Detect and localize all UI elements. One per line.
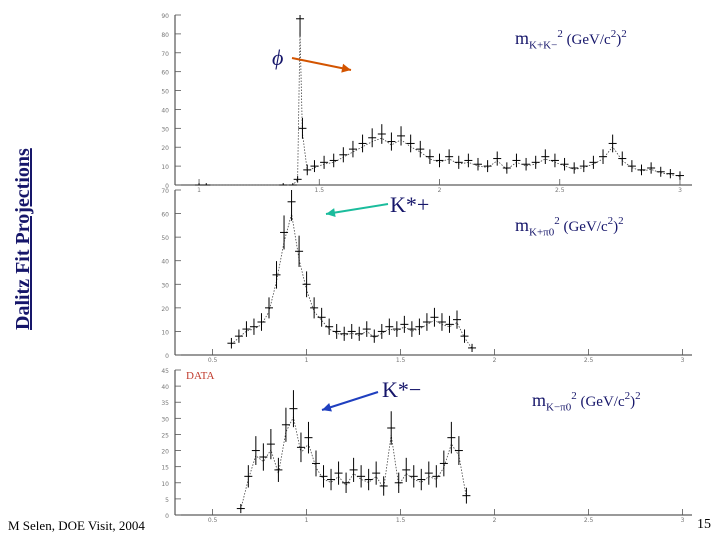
- kstar-plus-arrow-head: [326, 208, 336, 218]
- y-tick-label: 30: [161, 282, 169, 289]
- page-number: 15: [697, 517, 711, 532]
- x-tick-label: 1.5: [396, 517, 406, 524]
- y-tick-label: 0: [165, 513, 169, 520]
- y-tick-label: 70: [161, 51, 169, 58]
- bottom-axis-label: mK−π02 (GeV/c2)2: [532, 390, 641, 414]
- y-tick-label: 60: [161, 212, 169, 219]
- x-tick-label: 0.5: [208, 357, 218, 364]
- top-axis-label: mK+K−2 (GeV/c2)2: [515, 28, 627, 52]
- y-tick-label: 20: [161, 306, 169, 313]
- y-tick-label: 45: [161, 368, 169, 375]
- y-tick-label: 20: [161, 145, 169, 152]
- y-tick-label: 35: [161, 400, 169, 407]
- y-tick-label: 40: [161, 384, 169, 391]
- y-tick-label: 0: [165, 353, 169, 360]
- y-tick-label: 80: [161, 32, 169, 39]
- kstar-plus-arrow: [325, 203, 389, 215]
- y-tick-label: 0: [165, 183, 169, 190]
- y-tick-label: 20: [161, 449, 169, 456]
- x-tick-label: 1.5: [315, 187, 325, 194]
- y-tick-label: 70: [161, 188, 169, 195]
- y-tick-label: 50: [161, 235, 169, 242]
- y-tick-label: 40: [161, 259, 169, 266]
- x-tick-label: 3: [681, 357, 685, 364]
- x-tick-label: 3: [678, 187, 682, 194]
- kstar-plus-annotation: K*+: [390, 192, 430, 217]
- middle-axis-label: mK+π02 (GeV/c2)2: [515, 215, 624, 239]
- data-tag: DATA: [186, 370, 215, 382]
- x-tick-label: 2.5: [555, 187, 565, 194]
- y-tick-label: 25: [161, 432, 169, 439]
- y-tick-label: 15: [161, 465, 169, 472]
- y-tick-label: 10: [161, 164, 169, 171]
- x-tick-label: 2: [493, 357, 497, 364]
- y-tick-label: 10: [161, 481, 169, 488]
- x-tick-label: 1: [197, 187, 201, 194]
- y-tick-label: 40: [161, 107, 169, 114]
- footer-text: M Selen, DOE Visit, 2004: [8, 518, 145, 533]
- x-tick-label: 0.5: [208, 517, 218, 524]
- y-tick-label: 90: [161, 13, 169, 20]
- y-tick-label: 50: [161, 89, 169, 96]
- kstar-minus-arrow: [321, 391, 379, 411]
- y-tick-label: 5: [165, 497, 169, 504]
- fit-curve: [231, 213, 473, 349]
- y-tick-label: 60: [161, 70, 169, 77]
- phi-arrow: [291, 57, 352, 71]
- x-tick-label: 1.5: [396, 357, 406, 364]
- x-tick-label: 3: [681, 517, 685, 524]
- x-tick-label: 1: [305, 517, 309, 524]
- x-tick-label: 2: [493, 517, 497, 524]
- phi-arrow-head: [341, 63, 351, 73]
- x-tick-label: 2: [438, 187, 442, 194]
- y-tick-label: 30: [161, 416, 169, 423]
- y-tick-label: 30: [161, 126, 169, 133]
- kstar-minus-annotation: K*−: [382, 377, 422, 402]
- x-tick-label: 2.5: [584, 357, 594, 364]
- kstar-minus-arrow-head: [322, 402, 332, 412]
- x-tick-label: 2.5: [584, 517, 594, 524]
- y-tick-label: 10: [161, 329, 169, 336]
- x-tick-label: 1: [305, 357, 309, 364]
- phi-annotation: ϕ: [272, 45, 284, 70]
